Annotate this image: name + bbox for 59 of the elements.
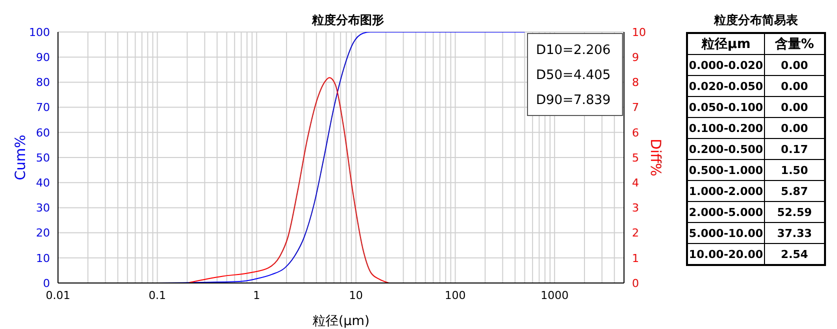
text: 0.00 xyxy=(780,122,808,134)
y2-tick-label: 5 xyxy=(632,151,639,164)
chart-title: 粒度分布图形 xyxy=(310,12,385,29)
text: 0.17 xyxy=(780,142,808,156)
y2-tick-label: 7 xyxy=(632,101,639,114)
y2-tick-label: 9 xyxy=(632,51,639,64)
text: 0.00 xyxy=(780,100,808,114)
x-tick-label: 0.1 xyxy=(148,288,166,302)
y-tick-label: 80 xyxy=(36,76,50,90)
category-label: 0.500-1.000 xyxy=(687,160,764,180)
category-label: 0.050-0.100 xyxy=(687,96,764,118)
category-label: 5.000-10.00 xyxy=(687,222,764,244)
text: 含量% xyxy=(764,33,825,54)
category-label: 2.000-5.000 xyxy=(687,202,764,222)
x-tick-label: 100 xyxy=(444,288,466,302)
category-label: 1.000-2.000 xyxy=(687,180,764,202)
annotation: D10=2.206 xyxy=(536,42,612,60)
y-tick-label: 40 xyxy=(36,176,50,190)
y2-tick-label: 10 xyxy=(632,26,646,39)
annotation: D90=7.839 xyxy=(536,92,612,110)
y2-tick-label: 2 xyxy=(632,226,639,240)
y-tick-label: 60 xyxy=(36,126,50,140)
category-label: 0.200-0.500 xyxy=(687,138,764,160)
y2-tick-label: 1 xyxy=(632,252,639,265)
y-axis-title: Cum% xyxy=(12,134,29,180)
y2-tick-label: 6 xyxy=(632,126,639,140)
y-tick-label: 50 xyxy=(36,151,50,164)
y-tick-label: 10 xyxy=(36,252,50,265)
text: 2.54 xyxy=(780,248,808,260)
x-tick-label: 1000 xyxy=(540,288,569,302)
text-box: D10=2.206 D50=4.405 D90=7.839 xyxy=(527,33,623,116)
y2-tick-label: 3 xyxy=(632,202,639,215)
y-tick-label: 70 xyxy=(36,101,50,114)
y2-tick-label: 4 xyxy=(632,176,639,190)
category-label: 10.00-20.00 xyxy=(687,244,764,265)
text: 0.00 xyxy=(780,58,808,72)
category-label: 0.000-0.020 xyxy=(687,54,764,76)
text: 粒径μm xyxy=(687,33,764,54)
text: 52.59 xyxy=(777,206,812,218)
category-label: 0.020-0.050 xyxy=(687,76,764,96)
text: 1.50 xyxy=(780,164,808,176)
x-axis-title: 粒径(μm) xyxy=(312,314,370,329)
annotation: D50=4.405 xyxy=(536,67,612,85)
x-tick-label: 0.01 xyxy=(46,288,70,302)
x-tick-label: 1 xyxy=(253,288,260,302)
y-tick-label: 0 xyxy=(43,276,50,290)
y-tick-label: 100 xyxy=(29,26,50,39)
text: 0.00 xyxy=(780,80,808,92)
y2-tick-label: 8 xyxy=(632,76,639,90)
y-tick-label: 30 xyxy=(36,202,50,215)
y-tick-label: 90 xyxy=(36,51,50,64)
category-label: 0.100-0.200 xyxy=(687,118,764,138)
text: 37.33 xyxy=(777,226,812,240)
y2-axis-title: Diff% xyxy=(647,138,664,176)
text: 粒度分布简易表 xyxy=(712,12,799,29)
y2-tick-label: 0 xyxy=(632,276,639,290)
x-tick-label: 10 xyxy=(348,288,363,302)
y-tick-label: 20 xyxy=(36,226,50,240)
text: 5.87 xyxy=(780,184,808,198)
